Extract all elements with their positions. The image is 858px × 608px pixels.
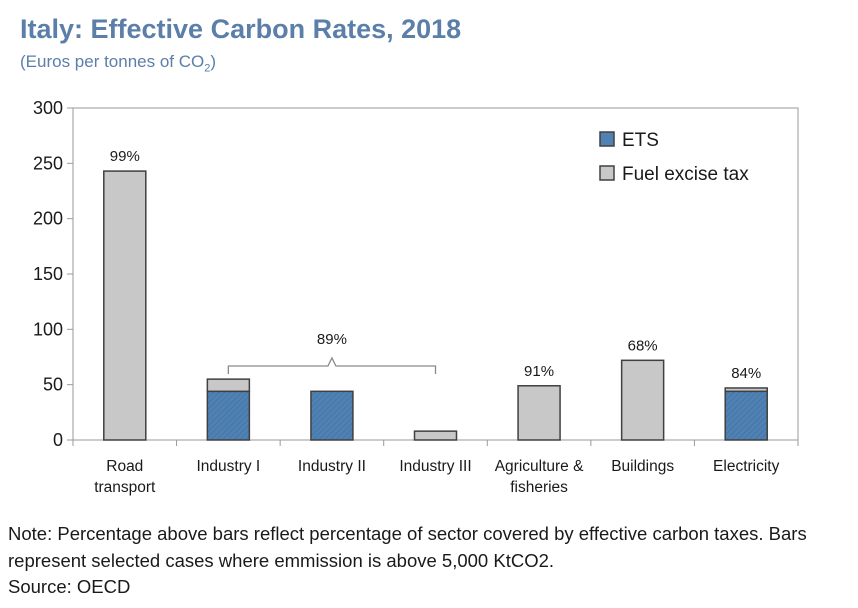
y-tick-label: 0 [53, 430, 63, 450]
data-label: 68% [628, 337, 658, 354]
bar-chart: 0 50 100 150 200 250 300 Road transport Industry… [33, 98, 799, 496]
bracket-industry [227, 356, 437, 374]
data-label: 99% [110, 148, 140, 165]
y-tick-label: 50 [43, 375, 63, 395]
y-tick-label: 300 [33, 98, 63, 118]
plot-area [72, 107, 799, 441]
legend-label: Fuel excise tax [622, 164, 749, 185]
legend-swatch-fuel [599, 165, 615, 181]
legend-label: ETS [622, 130, 659, 151]
data-label: 84% [731, 365, 761, 382]
x-tick-label: Industry I [196, 458, 260, 475]
y-tick-label: 250 [33, 153, 63, 173]
x-tick-label: Industry III [399, 458, 471, 475]
x-tick-label: Agriculture & [495, 458, 584, 475]
x-tick-label: fisheries [510, 479, 568, 496]
bar-fuel-excise [620, 359, 665, 441]
data-label: 91% [524, 363, 554, 380]
legend-swatch-ets [599, 131, 615, 147]
bar-fuel-excise [517, 385, 561, 441]
x-tick-label: Industry II [298, 458, 366, 475]
bar-fuel-excise [413, 430, 458, 441]
bar-ets [724, 390, 768, 441]
bar-fuel-excise [103, 170, 147, 441]
chart-source: Source: OECD [8, 576, 131, 597]
chart-note: Note: Percentage above bars reflect perc… [8, 523, 807, 571]
y-tick-label: 200 [33, 209, 63, 229]
chart-title: Italy: Effective Carbon Rates, 2018 [20, 14, 462, 44]
bar-fuel-excise [206, 378, 251, 393]
x-tick-label: Road [106, 458, 143, 475]
bar-fuel-excise [724, 387, 768, 393]
bar-ets [206, 390, 251, 441]
bar-ets [310, 390, 354, 441]
x-tick-label: Buildings [611, 458, 674, 475]
y-tick-label: 150 [33, 264, 63, 284]
bracket-label: 89% [317, 331, 347, 348]
x-tick-label: Electricity [713, 458, 780, 475]
y-tick-label: 100 [33, 319, 63, 339]
x-tick-label: transport [94, 479, 156, 496]
chart-subtitle: (Euros per tonnes of CO2) [20, 52, 217, 75]
